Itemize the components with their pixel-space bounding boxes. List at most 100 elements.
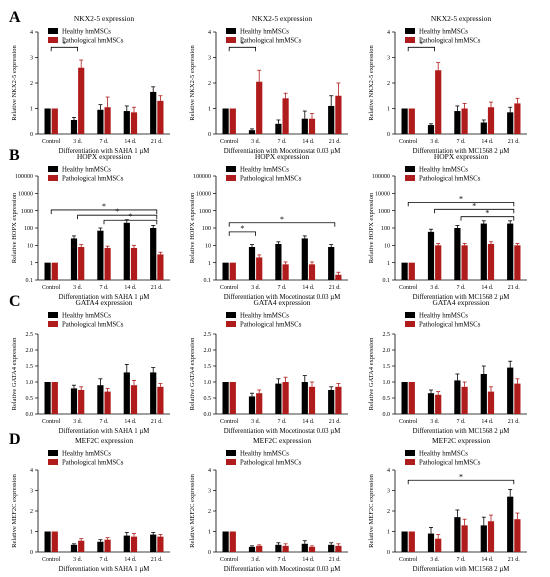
x-tick-label: 14 d. [124,419,137,425]
y-axis-label: Relative HOPX expression [11,192,18,263]
chart-title: GATA4 expression [253,298,310,307]
chart-c-2: GATA4 expression 0.0 0.5 1.0 1.5 2.0 2.5 Relati… [189,298,348,435]
bar-pathological [130,385,138,414]
x-tick-label: 14 d. [481,285,494,291]
bar-pathological [282,264,289,280]
bar-pathological [130,248,138,280]
bar-pathological [335,95,342,134]
significance-bracket [407,479,515,485]
bar-healthy [44,382,51,414]
bar-healthy [427,125,435,134]
x-tick-label: 21 d. [151,285,164,291]
y-tick-label: 10 [27,244,33,250]
bar-pathological [130,536,138,552]
y-tick-label: 100 [381,226,390,232]
bar-healthy [401,382,408,414]
chart-title: GATA4 expression [75,298,132,307]
x-tick-label: 3 d. [430,139,440,145]
chart-title: MEF2C expression [432,436,490,445]
y-axis-label: Relative MEF2C expression [189,473,196,547]
legend-label-healthy: Healthy hmMSCs [62,451,111,458]
bar-pathological [308,264,316,280]
x-tick-label: 21 d. [329,285,342,291]
chart-title: MEF2C expression [75,436,133,445]
chart-d-2: MEF2C expression 0 1 2 3 4 Relative MEF2C expr… [189,436,348,573]
legend-label-pathological: Pathological hmMSCs [240,38,302,45]
y-tick-label: 4 [387,468,390,474]
y-tick-label: 3 [208,56,211,62]
bar-healthy [222,108,229,134]
legend-label-pathological: Pathological hmMSCs [62,322,124,329]
x-tick-label: Control [220,557,239,563]
y-tick-label: 1000 [21,209,33,215]
bar-pathological [435,394,442,414]
x-tick-label: 7 d. [278,419,288,425]
significance-star: * [240,224,244,233]
bar-pathological [282,382,289,414]
legend-swatch-pathological [405,321,415,327]
x-tick-label: Control [399,419,418,425]
bar-healthy [401,108,408,134]
x-tick-label: 3 d. [251,557,261,563]
legend-swatch-pathological [226,37,236,43]
bar-pathological [229,262,236,280]
bar-healthy [480,374,487,414]
y-tick-label: 100000 [372,174,390,180]
bar-pathological [157,536,164,552]
bar-pathological [256,545,263,552]
bar-healthy [248,247,256,280]
y-tick-label: 100000 [193,174,211,180]
bar-healthy [70,119,78,134]
x-tick-label: 3 d. [73,285,83,291]
legend-swatch-healthy [48,166,58,172]
y-tick-label: 0 [30,550,33,556]
significance-bracket [434,208,515,214]
bar-healthy [275,383,282,414]
significance-star: * [459,194,463,203]
x-tick-label: 21 d. [151,419,164,425]
legend-label-healthy: Healthy hmMSCs [240,313,289,320]
bar-pathological [487,243,495,280]
x-tick-label: 14 d. [302,139,315,145]
legend-label-healthy: Healthy hmMSCs [240,167,289,174]
bar-pathological [229,531,236,552]
bar-pathological [282,545,289,552]
bar-healthy [507,496,514,552]
x-tick-label: 7 d. [100,285,110,291]
bar-healthy [454,517,461,552]
x-tick-label: 14 d. [481,557,494,563]
legend-label-pathological: Pathological hmMSCs [240,322,302,329]
bar-healthy [222,262,229,280]
y-tick-label: 1000 [199,209,211,215]
bar-healthy [480,122,487,134]
legend-label-pathological: Pathological hmMSCs [62,38,124,45]
x-tick-label: 21 d. [508,285,521,291]
y-tick-label: 1 [208,261,211,267]
significance-star: * [485,209,489,218]
significance-star: * [459,472,463,481]
x-tick-label: 14 d. [481,419,494,425]
bar-healthy [454,380,461,414]
y-tick-label: 0.0 [204,412,212,418]
y-tick-label: 0 [208,550,211,556]
bar-healthy [275,243,282,280]
bar-pathological [514,245,521,280]
chart-title: HOPX expression [255,152,310,161]
y-tick-label: 2.5 [26,332,34,338]
x-tick-label: Control [399,285,418,291]
chart-a-2: NKX2-5 expression 0 1 2 3 4 Relative NKX2-5 ex… [189,14,348,155]
bar-pathological [435,538,442,552]
panel-letter-B: B [9,147,20,164]
y-tick-label: 3 [30,489,33,495]
x-axis-label: Differentiation with Mocetinostat 0.03 µ… [224,566,341,573]
x-tick-label: Control [42,419,61,425]
y-tick-label: 10 [205,244,211,250]
bar-pathological [408,531,415,552]
bar-healthy [44,531,51,552]
x-axis-label: Differentiation with MC1568 2 µM [413,148,510,155]
bar-pathological [308,546,316,552]
y-tick-label: 4 [208,468,211,474]
legend-label-healthy: Healthy hmMSCs [240,29,289,36]
y-tick-label: 4 [30,468,33,474]
bar-pathological [104,107,111,134]
